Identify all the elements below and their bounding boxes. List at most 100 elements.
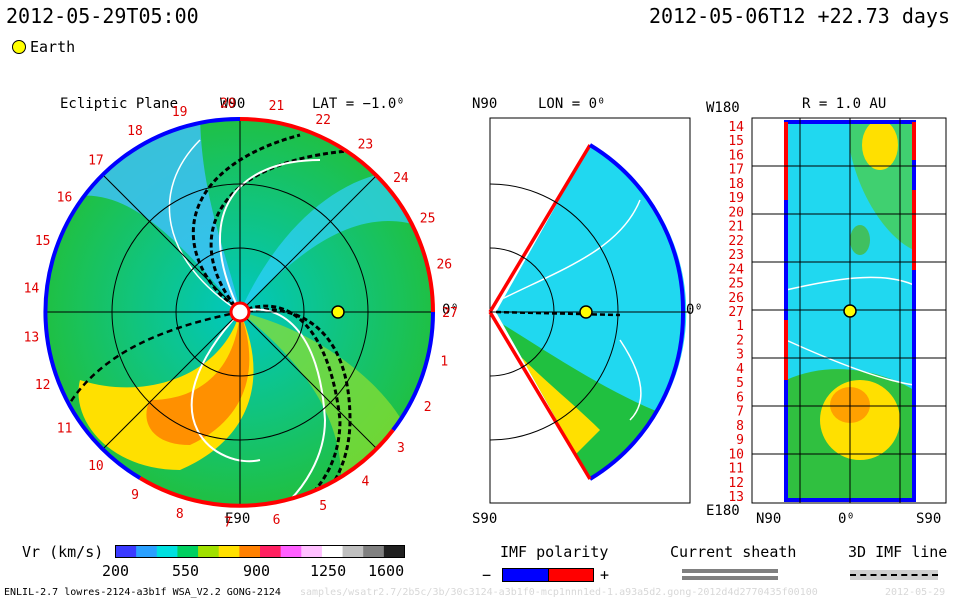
carrington-label: 17 <box>88 153 104 168</box>
radial-y-tick: 10 <box>728 447 744 462</box>
carrington-label: 26 <box>436 258 452 273</box>
radial-y-tick: 8 <box>736 419 744 434</box>
colorbar-segment <box>280 545 302 558</box>
carrington-label: 15 <box>35 234 51 249</box>
imf-polarity-plus: + <box>600 566 610 584</box>
earth-marker-ecliptic <box>331 305 345 319</box>
colorbar-segment <box>321 545 344 558</box>
carrington-label: 21 <box>269 99 285 114</box>
colorbar <box>115 545 405 558</box>
imf-line-swatch <box>850 574 938 576</box>
colorbar-segment <box>260 545 282 558</box>
current-sheath-swatch-top <box>682 569 778 573</box>
colorbar-segment <box>156 545 178 558</box>
radial-y-ticks: 1415161718192021222324252627123456789101… <box>728 120 744 505</box>
radial-title: R = 1.0 AU <box>802 96 887 112</box>
radial-x-tick-n90: N90 <box>756 511 782 527</box>
carrington-label: 2 <box>424 400 432 415</box>
ecliptic-polarity-arc-positive <box>239 117 435 313</box>
radial-y-tick: 23 <box>728 248 744 263</box>
radial-bottom-left-label: E180 <box>706 503 740 519</box>
colorbar-tick-200: 200 <box>102 562 130 580</box>
ecliptic-title: Ecliptic Plane <box>60 96 179 112</box>
colorbar-segment <box>363 545 385 558</box>
colorbar-segment <box>218 545 240 558</box>
carrington-label: 13 <box>24 330 40 345</box>
path-info: samples/wsatr2.7/2b5c/3b/30c3124-a3b1f0-… <box>300 587 818 598</box>
current-sheath-swatch-bottom <box>682 576 778 580</box>
carrington-label: 18 <box>127 124 143 139</box>
ecliptic-polarity-arc-positive-2 <box>138 428 395 508</box>
earth-marker-radial <box>843 304 857 318</box>
colorbar-segment <box>383 545 405 558</box>
radial-y-tick: 14 <box>728 120 744 135</box>
ecliptic-top-label: W90 <box>220 96 246 112</box>
colorbar-tick-1250: 1250 <box>310 562 347 580</box>
colorbar-segment <box>301 545 323 558</box>
colorbar-segment <box>177 545 199 558</box>
radial-y-tick: 6 <box>736 390 744 405</box>
carrington-label: 19 <box>172 105 188 120</box>
colorbar-tick-550: 550 <box>172 562 200 580</box>
colorbar-tick-900: 900 <box>243 562 271 580</box>
earth-legend-icon <box>12 40 26 54</box>
radial-y-tick: 15 <box>728 134 744 149</box>
carrington-label: 1 <box>440 354 448 369</box>
imf-polarity-minus: − <box>482 566 492 584</box>
frame-timestamp: 2012-05-06T12 +22.73 days <box>648 4 950 28</box>
radial-y-tick: 9 <box>736 433 744 448</box>
ecliptic-polarity-arc-negative-2 <box>43 116 241 480</box>
radial-top-left-label: W180 <box>706 100 740 116</box>
carrington-label: 20 <box>220 96 236 111</box>
radial-y-tick: 13 <box>728 490 744 505</box>
radial-y-tick: 11 <box>728 462 744 477</box>
radial-y-tick: 16 <box>728 149 744 164</box>
carrington-label: 22 <box>315 113 331 128</box>
colorbar-segment <box>115 545 137 558</box>
colorbar-segment <box>342 545 364 558</box>
carrington-label: 6 <box>273 513 281 528</box>
meridional-polarity-edge-north <box>488 144 592 313</box>
radial-y-tick: 22 <box>728 234 744 249</box>
radial-y-tick: 3 <box>736 348 744 363</box>
meridional-lon-label: LON = 0⁰ <box>538 96 606 112</box>
ecliptic-bottom-label: E90 <box>225 511 251 527</box>
carrington-label: 23 <box>358 138 374 153</box>
carrington-label: 14 <box>24 282 40 297</box>
radial-x-tick-s90: S90 <box>916 511 942 527</box>
run-timestamp: 2012-05-29T05:00 <box>6 4 199 28</box>
carrington-label: 25 <box>420 212 436 227</box>
carrington-label: 4 <box>361 474 369 489</box>
colorbar-tick-1600: 1600 <box>368 562 405 580</box>
radial-y-tick: 1 <box>736 319 744 334</box>
imf-polarity-negative-swatch <box>502 568 549 582</box>
radial-y-tick: 4 <box>736 362 744 377</box>
radial-y-tick: 27 <box>728 305 744 320</box>
radial-y-tick: 25 <box>728 277 744 292</box>
radial-y-tick: 24 <box>728 262 744 277</box>
carrington-label: 8 <box>176 507 184 522</box>
carrington-label: 24 <box>393 171 409 186</box>
date-stamp: 2012-05-29 <box>885 587 946 598</box>
colorbar-segment <box>136 545 158 558</box>
radial-y-tick: 21 <box>728 220 744 235</box>
radial-y-tick: 17 <box>728 163 744 178</box>
radial-y-tick: 26 <box>728 291 744 306</box>
radial-y-tick: 19 <box>728 191 744 206</box>
colorbar-segment <box>198 545 220 558</box>
radial-y-tick: 18 <box>728 177 744 192</box>
sun-marker <box>229 301 251 323</box>
carrington-label: 12 <box>35 378 51 393</box>
radial-y-tick: 5 <box>736 376 744 391</box>
carrington-label: 11 <box>57 421 73 436</box>
carrington-label: 3 <box>397 441 405 456</box>
ecliptic-lat-label: LAT = −1.0⁰ <box>312 96 405 112</box>
imf-line-label: 3D IMF line <box>848 543 948 561</box>
colorbar-label: Vr (km/s) <box>22 543 104 561</box>
meridional-polarity-edge-south <box>488 311 592 480</box>
radial-y-tick: 20 <box>728 205 744 220</box>
meridional-bottom-label: S90 <box>472 511 498 527</box>
